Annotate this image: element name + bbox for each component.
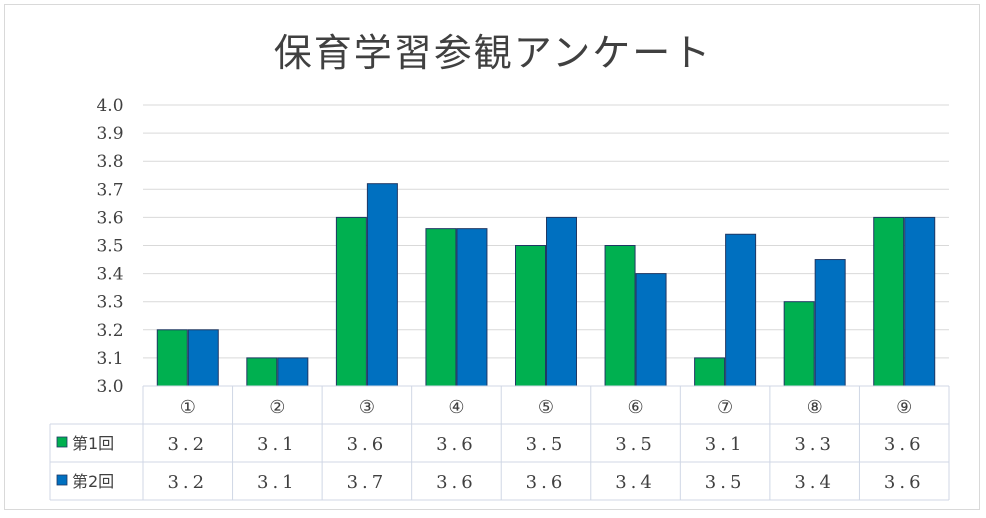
data-label: 3.1 bbox=[257, 472, 298, 493]
bar-1-1 bbox=[156, 329, 188, 387]
bar-1-9 bbox=[873, 216, 905, 387]
y-axis: 3.0 3.1 3.2 3.3 3.4 3.5 3.6 3.7 3.8 3.9 4.0 bbox=[96, 96, 123, 397]
bar-1-6 bbox=[604, 245, 636, 387]
category-label: ⑧ bbox=[807, 397, 823, 418]
bar-1-2 bbox=[246, 357, 278, 387]
y-tick-label: 3.3 bbox=[96, 293, 123, 313]
data-label: 3.6 bbox=[436, 434, 477, 455]
category-label: ⑤ bbox=[538, 397, 554, 418]
data-label: 3.6 bbox=[884, 472, 925, 493]
y-tick-label: 3.1 bbox=[96, 349, 123, 369]
bar-2-8 bbox=[814, 259, 846, 387]
bar-2-6 bbox=[635, 273, 667, 387]
bar-1-5 bbox=[515, 245, 546, 387]
category-label: ② bbox=[269, 397, 285, 418]
bars bbox=[156, 183, 936, 387]
data-label: 3.4 bbox=[794, 472, 835, 493]
y-tick-label: 3.7 bbox=[96, 180, 123, 200]
bar-2-3 bbox=[366, 183, 398, 387]
data-label: 3.5 bbox=[526, 434, 567, 455]
category-label: ① bbox=[180, 397, 196, 418]
bar-2-1 bbox=[187, 329, 219, 387]
series-name: 第1回 bbox=[72, 434, 114, 453]
category-label: ⑨ bbox=[896, 397, 912, 418]
data-label: 3.6 bbox=[526, 472, 567, 493]
legend-key bbox=[56, 436, 68, 448]
y-tick-label: 3.4 bbox=[96, 265, 123, 285]
bar-1-7 bbox=[694, 357, 726, 387]
data-label: 3.4 bbox=[615, 472, 656, 493]
bar-2-7 bbox=[725, 233, 757, 387]
data-label: 3.2 bbox=[167, 434, 208, 455]
data-label: 3.5 bbox=[705, 472, 746, 493]
data-label: 3.6 bbox=[436, 472, 477, 493]
data-label: 3.5 bbox=[615, 434, 656, 455]
category-label: ④ bbox=[448, 397, 464, 418]
y-tick-label: 3.0 bbox=[96, 377, 123, 397]
data-label: 3.7 bbox=[347, 472, 388, 493]
category-label: ⑥ bbox=[627, 397, 643, 418]
data-table: ① ② ③ ④ ⑤ ⑥ ⑦ ⑧ ⑨ 第1回 3.2 3.1 3.6 3.6 3.5 3.5 3.1 3.3 3.6 第… bbox=[49, 385, 950, 501]
data-label: 3.6 bbox=[884, 434, 925, 455]
y-tick-label: 3.5 bbox=[96, 237, 123, 257]
bar-2-4 bbox=[456, 228, 488, 387]
legend-key bbox=[56, 474, 68, 486]
y-tick-label: 3.6 bbox=[96, 208, 123, 228]
bar-2-2 bbox=[277, 357, 309, 387]
y-tick-label: 3.2 bbox=[96, 321, 123, 341]
chart-title: 保育学習参観アンケート bbox=[273, 31, 713, 75]
data-label: 3.1 bbox=[257, 434, 298, 455]
data-label: 3.6 bbox=[347, 434, 388, 455]
bar-1-4 bbox=[425, 228, 457, 387]
bar-2-9 bbox=[904, 216, 936, 387]
data-label: 3.1 bbox=[705, 434, 746, 455]
bar-1-3 bbox=[335, 216, 367, 387]
data-label: 3.3 bbox=[794, 434, 835, 455]
bar-2-5 bbox=[546, 216, 577, 387]
series-name: 第2回 bbox=[72, 472, 114, 491]
y-tick-label: 3.9 bbox=[96, 124, 123, 144]
y-tick-label: 3.8 bbox=[96, 152, 123, 172]
category-label: ⑦ bbox=[717, 397, 733, 418]
chart-area bbox=[4, 4, 980, 510]
data-label: 3.2 bbox=[167, 472, 208, 493]
category-label: ③ bbox=[359, 397, 375, 418]
bar-1-8 bbox=[783, 301, 815, 387]
y-tick-label: 4.0 bbox=[96, 96, 123, 116]
